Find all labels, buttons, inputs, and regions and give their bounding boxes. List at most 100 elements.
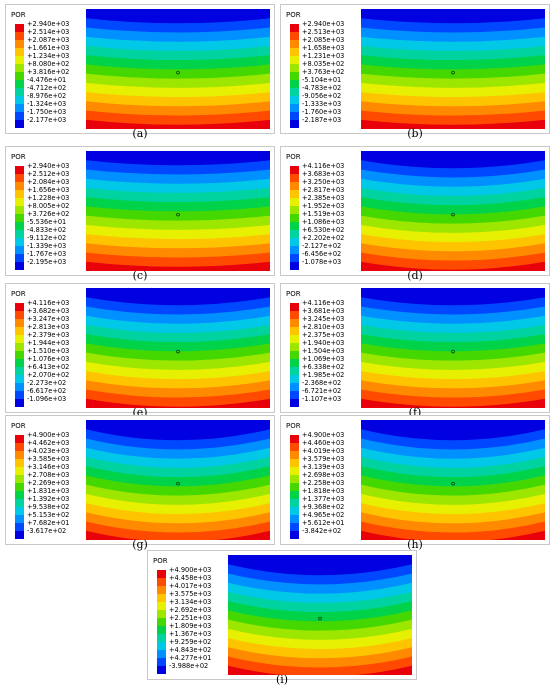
legend-swatch bbox=[157, 666, 166, 674]
legend-swatch bbox=[15, 72, 24, 80]
legend-swatch bbox=[290, 311, 299, 319]
legend-value: +2.251e+03 bbox=[169, 614, 212, 622]
legend-swatch bbox=[15, 467, 24, 475]
legend-value: +3.585e+03 bbox=[27, 455, 70, 463]
legend-swatch bbox=[15, 483, 24, 491]
legend: POR +4.900e+03 +4.460e+03 +4.019e+03 +3.579… bbox=[286, 422, 356, 539]
legend-value: +2.385e+03 bbox=[302, 194, 345, 202]
contour-panel-c: POR +2.940e+03 +2.512e+03 +2.084e+03 +1.656… bbox=[5, 146, 275, 276]
legend-value: +4.900e+03 bbox=[302, 431, 345, 439]
contour-panel-a: POR +2.940e+03 +2.514e+03 +2.087e+03 +1.661… bbox=[5, 4, 275, 134]
legend-swatch bbox=[15, 399, 24, 407]
legend-value: -5.536e+01 bbox=[27, 218, 67, 226]
legend-swatch bbox=[15, 359, 24, 367]
legend-value: +4.900e+03 bbox=[169, 566, 212, 574]
legend-title: POR bbox=[11, 422, 26, 430]
legend-value: +2.087e+03 bbox=[27, 36, 70, 44]
legend-value: +2.085e+03 bbox=[302, 36, 345, 44]
legend-swatch bbox=[15, 343, 24, 351]
contour-band bbox=[361, 261, 545, 271]
legend-value: +5.612e+01 bbox=[302, 519, 345, 527]
legend-swatch bbox=[290, 230, 299, 238]
legend-swatch bbox=[290, 182, 299, 190]
legend-swatch bbox=[15, 40, 24, 48]
legend-swatch bbox=[290, 399, 299, 407]
legend-swatch bbox=[15, 262, 24, 270]
legend-value: +7.682e+01 bbox=[27, 519, 70, 527]
legend-swatch bbox=[290, 491, 299, 499]
legend-value: +2.084e+03 bbox=[27, 178, 70, 186]
legend-swatch bbox=[15, 391, 24, 399]
legend: POR +4.116e+03 +3.681e+03 +3.245e+03 +2.810… bbox=[286, 290, 356, 407]
legend-swatch bbox=[15, 319, 24, 327]
legend-value: -1.324e+03 bbox=[27, 100, 67, 108]
legend-swatch bbox=[290, 80, 299, 88]
legend-value: +1.234e+03 bbox=[27, 52, 70, 60]
legend-title: POR bbox=[11, 290, 26, 298]
contour-panel-i: POR +4.900e+03 +4.458e+03 +4.017e+03 +3.575… bbox=[147, 550, 417, 680]
contour-plot bbox=[361, 9, 545, 129]
legend-swatch bbox=[15, 96, 24, 104]
legend-swatch bbox=[290, 262, 299, 270]
legend-title: POR bbox=[286, 11, 301, 19]
legend-value: -3.617e+02 bbox=[27, 527, 67, 535]
contour-panel-e: POR +4.116e+03 +3.682e+03 +3.247e+03 +2.813… bbox=[5, 283, 275, 413]
legend-value: +2.258e+03 bbox=[302, 479, 345, 487]
legend-value: +2.940e+03 bbox=[302, 20, 345, 28]
legend-value: +3.139e+03 bbox=[302, 463, 345, 471]
probe-point-marker bbox=[318, 616, 322, 621]
legend-swatch bbox=[290, 238, 299, 246]
probe-point-marker bbox=[176, 349, 180, 354]
legend-swatch bbox=[290, 112, 299, 120]
legend-value: +4.023e+03 bbox=[27, 447, 70, 455]
legend-swatch bbox=[290, 391, 299, 399]
legend-body: +4.116e+03 +3.681e+03 +3.245e+03 +2.810e+03… bbox=[286, 299, 356, 407]
probe-point-marker bbox=[451, 70, 455, 75]
caption-d: (d) bbox=[407, 269, 423, 282]
legend-value: +2.070e+02 bbox=[27, 371, 70, 379]
legend-value: +4.965e+02 bbox=[302, 511, 345, 519]
legend-swatch bbox=[15, 190, 24, 198]
legend-swatch bbox=[15, 238, 24, 246]
probe-point-marker bbox=[176, 70, 180, 75]
legend-swatch bbox=[290, 351, 299, 359]
legend-value: +1.985e+02 bbox=[302, 371, 345, 379]
legend: POR +4.116e+03 +3.682e+03 +3.247e+03 +2.813… bbox=[11, 290, 81, 407]
legend-swatch bbox=[15, 499, 24, 507]
legend-value: +1.656e+03 bbox=[27, 186, 70, 194]
legend-swatch bbox=[290, 190, 299, 198]
legend-swatch bbox=[15, 64, 24, 72]
legend-swatch bbox=[15, 507, 24, 515]
legend-swatch bbox=[15, 206, 24, 214]
legend-value: +3.763e+02 bbox=[302, 68, 345, 76]
contour-panel-g: POR +4.900e+03 +4.462e+03 +4.023e+03 +3.585… bbox=[5, 415, 275, 545]
legend-value: -3.988e+02 bbox=[169, 662, 209, 670]
legend-value: +3.682e+03 bbox=[27, 307, 70, 315]
legend-value: +1.228e+03 bbox=[27, 194, 70, 202]
legend-value: +1.519e+03 bbox=[302, 210, 345, 218]
legend-title: POR bbox=[11, 11, 26, 19]
legend-value: +2.202e+02 bbox=[302, 234, 345, 242]
legend-value: +8.080e+02 bbox=[27, 60, 70, 68]
legend-swatch bbox=[157, 578, 166, 586]
legend-swatch bbox=[290, 327, 299, 335]
legend-swatch bbox=[290, 56, 299, 64]
legend-value: +4.900e+03 bbox=[27, 431, 70, 439]
legend-swatch bbox=[15, 80, 24, 88]
legend-swatch bbox=[290, 343, 299, 351]
legend-swatch bbox=[290, 96, 299, 104]
legend-swatch bbox=[15, 383, 24, 391]
contour-band bbox=[86, 261, 270, 271]
legend-value: -4.833e+02 bbox=[27, 226, 67, 234]
legend-swatch bbox=[290, 198, 299, 206]
legend-swatch bbox=[15, 443, 24, 451]
legend-swatch bbox=[290, 359, 299, 367]
pore-pressure-field bbox=[361, 288, 545, 408]
legend-swatch bbox=[290, 367, 299, 375]
legend-swatch bbox=[15, 32, 24, 40]
legend-value: +4.843e+02 bbox=[169, 646, 212, 654]
contour-plot bbox=[228, 555, 412, 675]
legend-swatch bbox=[15, 327, 24, 335]
legend-swatch bbox=[290, 64, 299, 72]
legend-value: -6.617e+02 bbox=[27, 387, 67, 395]
